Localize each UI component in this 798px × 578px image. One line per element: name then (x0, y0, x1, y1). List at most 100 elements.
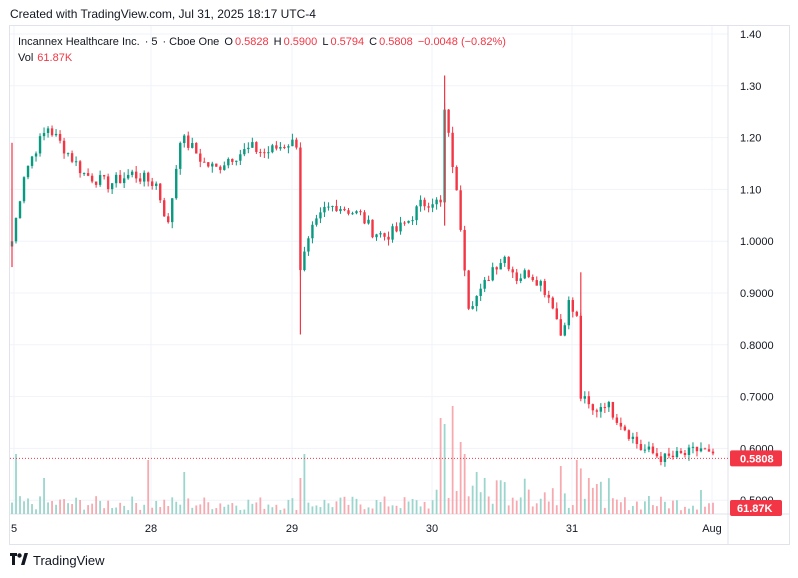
volume-bar (295, 509, 298, 514)
volume-label: Vol (18, 52, 34, 64)
volume-bar (219, 503, 222, 514)
candle-body (90, 175, 94, 182)
volume-bar (543, 492, 546, 514)
volume-bar (391, 505, 394, 514)
candle-body (183, 135, 186, 144)
candle-body (287, 146, 290, 148)
volume-bar (704, 506, 706, 514)
candle-body (623, 426, 627, 431)
volume-value: 61.87K (37, 52, 73, 64)
volume-bar (664, 501, 666, 514)
candle-body (371, 219, 374, 238)
volume-bar (467, 496, 470, 514)
candle-body (471, 306, 474, 309)
candle-body (419, 199, 422, 207)
price-tick-label: 1.30 (740, 81, 761, 93)
candle-body (431, 204, 434, 208)
candle-body (583, 396, 587, 399)
candle-body (611, 402, 615, 418)
candle-body (155, 183, 158, 186)
volume-bar (335, 501, 338, 514)
last-volume-tag-label: 61.87K (737, 503, 773, 515)
candle-body (159, 183, 162, 201)
candle-body (58, 133, 62, 141)
candle-body (319, 212, 322, 219)
volume-bar (171, 497, 174, 514)
volume-bar (175, 501, 178, 514)
volume-bar (243, 509, 246, 514)
volume-bar (587, 478, 590, 514)
candle-body (255, 142, 258, 152)
volume-bar (583, 498, 586, 514)
volume-bar (403, 497, 406, 514)
price-tick-label: 0.7000 (740, 392, 774, 404)
candle-body (114, 174, 118, 184)
volume-bar (123, 505, 126, 514)
volume-bar (159, 507, 162, 514)
volume-legend: Vol 61.87K (18, 52, 72, 64)
candle-body (363, 212, 366, 224)
candle-body (531, 276, 534, 281)
volume-bar (239, 510, 242, 514)
candle-body (219, 166, 222, 170)
volume-bar (115, 507, 118, 514)
volume-bar (131, 496, 134, 514)
candle-body (70, 153, 74, 162)
price-tick-label: 1.20 (740, 133, 761, 145)
candle-body (14, 217, 18, 242)
candle-body (323, 206, 326, 213)
candle-body (667, 453, 671, 456)
volume-bar (619, 502, 622, 514)
candle-body (427, 206, 430, 208)
volume-bar (323, 499, 326, 514)
candle-body (102, 175, 106, 177)
candle-body (603, 407, 607, 409)
candle-body (631, 436, 635, 439)
volume-bar (235, 505, 238, 514)
volume-bar (263, 508, 266, 514)
volume-bar (315, 505, 318, 514)
volume-bar (375, 499, 378, 514)
candle-body (215, 163, 218, 167)
volume-bar (63, 499, 65, 514)
volume-bar (427, 508, 430, 514)
candle-body (447, 109, 450, 133)
volume-bar (523, 478, 526, 514)
volume-bar (23, 501, 25, 514)
volume-bar (35, 509, 37, 514)
volume-bar (91, 503, 94, 514)
symbol-name[interactable]: Incannex Healthcare Inc. (18, 36, 140, 48)
volume-bar (179, 504, 182, 514)
volume-bar (635, 501, 638, 514)
volume-bar (551, 488, 554, 514)
candle-body (659, 456, 663, 462)
volume-bar (443, 424, 446, 514)
volume-bar (331, 507, 334, 514)
volume-bar (692, 505, 694, 514)
candle-body (615, 417, 619, 423)
candle-body (451, 132, 454, 167)
candle-body (599, 407, 603, 412)
volume-bar (684, 506, 686, 514)
candle-body (22, 177, 26, 202)
volume-bar (95, 496, 98, 514)
candle-body (539, 281, 542, 286)
candle-body (199, 153, 202, 162)
open-label: O (224, 36, 233, 48)
candle-body (403, 222, 406, 224)
volume-bar (603, 507, 606, 514)
volume-bar (27, 498, 29, 514)
tradingview-logo[interactable]: TradingView (10, 552, 105, 568)
volume-bar (435, 489, 438, 514)
last-price-tag (730, 450, 782, 467)
candle-body (607, 402, 611, 408)
volume-bar (67, 503, 69, 514)
chart-frame[interactable] (9, 25, 790, 545)
volume-bar (379, 501, 382, 514)
candle-body (187, 135, 190, 148)
volume-bar (287, 499, 290, 514)
volume-bar (147, 460, 150, 514)
low-label: L (322, 36, 329, 48)
candle-body (575, 311, 579, 316)
